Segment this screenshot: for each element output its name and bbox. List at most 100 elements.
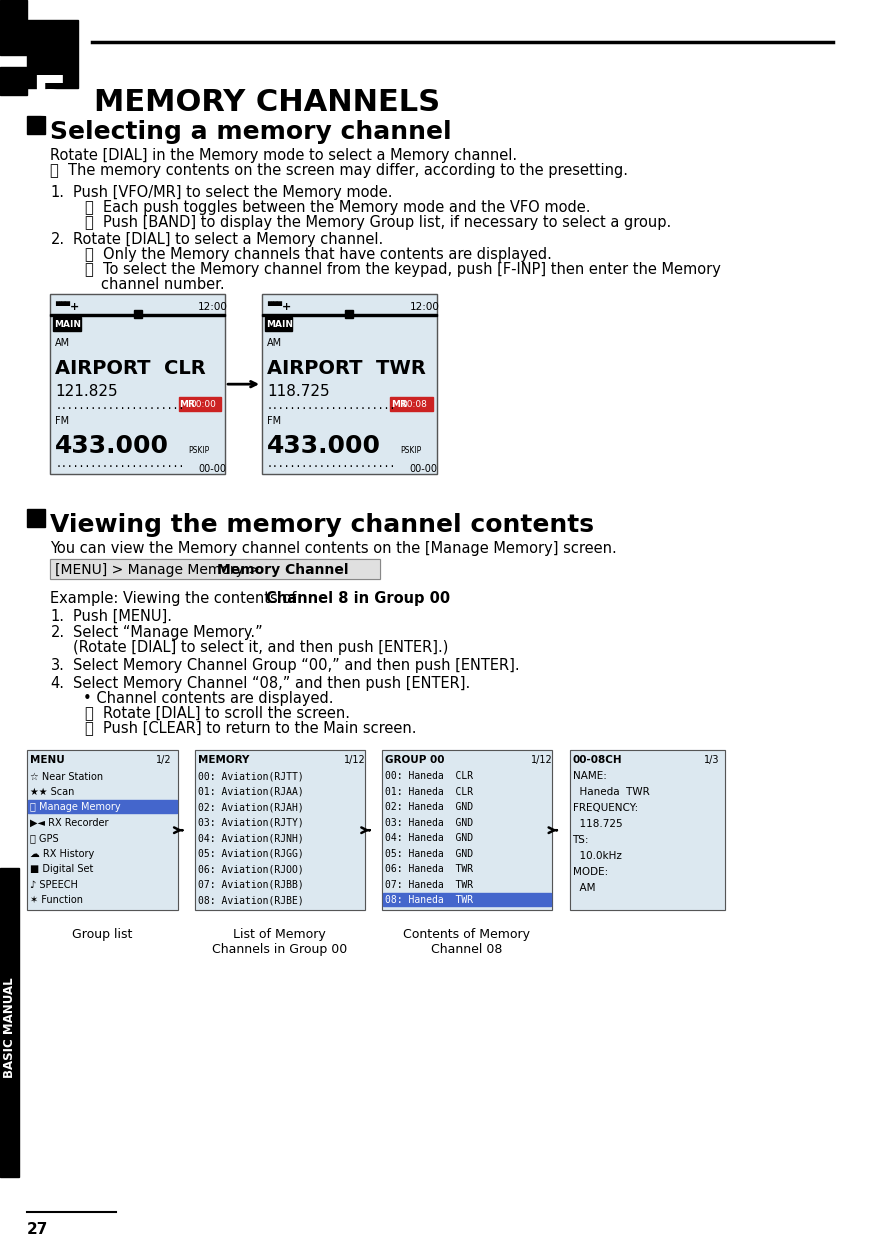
Text: (Rotate [DIAL] to select it, and then push [ENTER].): (Rotate [DIAL] to select it, and then pu… (73, 639, 448, 654)
Bar (570, 751, 724, 910)
Text: 1/2: 1/2 (157, 756, 172, 766)
Text: ⌖ Manage Memory: ⌖ Manage Memory (30, 802, 121, 813)
Text: 00: Aviation(RJTT): 00: Aviation(RJTT) (198, 772, 304, 782)
Text: ⓘ  Rotate [DIAL] to scroll the screen.: ⓘ Rotate [DIAL] to scroll the screen. (86, 705, 350, 721)
Text: You can view the Memory channel contents on the [Manage Memory] screen.: You can view the Memory channel contents… (51, 541, 617, 556)
Text: BASIC MANUAL: BASIC MANUAL (4, 978, 17, 1078)
Bar (262, 294, 437, 474)
Text: MENU: MENU (30, 756, 65, 766)
Text: Select Memory Channel Group “00,” and then push [ENTER].: Select Memory Channel Group “00,” and th… (73, 658, 520, 673)
Text: 00-08CH: 00-08CH (572, 756, 622, 766)
Text: FM: FM (55, 416, 69, 426)
Text: 121.825: 121.825 (55, 385, 118, 400)
Text: Rotate [DIAL] in the Memory mode to select a Memory channel.: Rotate [DIAL] in the Memory mode to sele… (51, 148, 518, 163)
Text: 10.0kHz: 10.0kHz (572, 851, 621, 861)
Text: 118.725: 118.725 (572, 819, 622, 829)
Text: ★★ Scan: ★★ Scan (30, 787, 74, 797)
Text: 08: Haneda  TWR: 08: Haneda TWR (385, 895, 473, 905)
Text: ......................: ...................... (267, 401, 396, 411)
Text: Group list: Group list (72, 928, 132, 941)
Text: 00: Haneda  CLR: 00: Haneda CLR (385, 772, 473, 782)
Text: 04: Haneda  GND: 04: Haneda GND (385, 833, 473, 843)
Bar (51, 294, 225, 474)
Text: ♪ SPEECH: ♪ SPEECH (30, 880, 78, 890)
Text: +: + (282, 303, 290, 313)
Text: Memory Channel: Memory Channel (217, 562, 349, 577)
Text: 00-00: 00-00 (410, 464, 438, 474)
Text: Contents of Memory
Channel 08: Contents of Memory Channel 08 (403, 928, 530, 956)
Text: 08: Aviation(RJBE): 08: Aviation(RJBE) (198, 895, 304, 905)
Text: PSKIP: PSKIP (400, 446, 421, 455)
Text: ⓘ  Push [BAND] to display the Memory Group list, if necessary to select a group.: ⓘ Push [BAND] to display the Memory Grou… (86, 215, 672, 230)
Text: Channel 8 in Group 00: Channel 8 in Group 00 (266, 591, 450, 606)
Text: MR: MR (179, 400, 195, 410)
Text: ⓘ  Each push toggles between the Memory mode and the VFO mode.: ⓘ Each push toggles between the Memory m… (86, 200, 591, 215)
Text: 2.: 2. (51, 232, 65, 247)
Text: 118.725: 118.725 (267, 385, 330, 400)
Text: 2.: 2. (51, 624, 65, 639)
Text: 05: Haneda  GND: 05: Haneda GND (385, 849, 473, 859)
Text: Haneda  TWR: Haneda TWR (572, 787, 649, 797)
Text: 01: Haneda  CLR: 01: Haneda CLR (385, 787, 473, 797)
Text: 07: Haneda  TWR: 07: Haneda TWR (385, 880, 473, 890)
Text: .: . (406, 591, 410, 606)
Text: 02: Haneda  GND: 02: Haneda GND (385, 802, 473, 813)
Text: MEMORY: MEMORY (198, 756, 249, 766)
Text: AIRPORT  TWR: AIRPORT TWR (267, 359, 426, 379)
Text: 02: Aviation(RJAH): 02: Aviation(RJAH) (198, 802, 304, 813)
Bar (51, 314, 225, 316)
Bar (53, 318, 80, 331)
Text: 27: 27 (27, 1222, 48, 1237)
Text: MEMORY CHANNELS: MEMORY CHANNELS (94, 88, 440, 117)
Text: 03: Aviation(RJTY): 03: Aviation(RJTY) (198, 818, 304, 828)
Bar (51, 558, 381, 578)
Bar (178, 397, 221, 411)
Text: ☆ Near Station: ☆ Near Station (30, 772, 103, 782)
Bar (346, 310, 354, 318)
Text: ▶◄ RX Recorder: ▶◄ RX Recorder (30, 818, 108, 828)
Text: List of Memory
Channels in Group 00: List of Memory Channels in Group 00 (212, 928, 347, 956)
Text: 12:00: 12:00 (198, 303, 228, 313)
Text: • Channel contents are displayed.: • Channel contents are displayed. (83, 690, 334, 705)
Text: ⭐ GPS: ⭐ GPS (30, 833, 59, 843)
Text: 04: Aviation(RJNH): 04: Aviation(RJNH) (198, 833, 304, 843)
Bar (382, 751, 552, 910)
Text: 03: Haneda  GND: 03: Haneda GND (385, 818, 473, 828)
Bar (0, 67, 27, 94)
Bar (195, 751, 365, 910)
Text: Rotate [DIAL] to select a Memory channel.: Rotate [DIAL] to select a Memory channel… (73, 232, 383, 247)
Bar (570, 751, 724, 910)
Text: Selecting a memory channel: Selecting a memory channel (51, 119, 452, 144)
Text: TS:: TS: (572, 835, 589, 845)
Text: 5: 5 (31, 73, 70, 127)
Text: 01: Aviation(RJAA): 01: Aviation(RJAA) (198, 787, 304, 797)
Text: [MENU] > Manage Memory >: [MENU] > Manage Memory > (55, 562, 264, 577)
Bar (27, 509, 45, 527)
Text: 433.000: 433.000 (55, 434, 169, 458)
Bar (262, 294, 437, 474)
Text: ......................: ...................... (55, 459, 185, 469)
Text: 06: Aviation(RJOO): 06: Aviation(RJOO) (198, 864, 304, 874)
Bar (383, 894, 551, 906)
Bar (262, 314, 437, 316)
Bar (27, 751, 178, 910)
Text: Push [VFO/MR] to select the Memory mode.: Push [VFO/MR] to select the Memory mode. (73, 185, 392, 200)
Text: PSKIP: PSKIP (188, 446, 209, 455)
Text: MR: MR (391, 400, 407, 410)
Text: MAIN: MAIN (266, 320, 293, 329)
Text: ⓘ  Push [CLEAR] to return to the Main screen.: ⓘ Push [CLEAR] to return to the Main scr… (86, 721, 416, 736)
Text: Example: Viewing the contents of: Example: Viewing the contents of (51, 591, 302, 606)
Bar (134, 310, 142, 318)
Text: FM: FM (267, 416, 281, 426)
Text: 00-00: 00-00 (198, 464, 226, 474)
Text: ⓘ  Only the Memory channels that have contents are displayed.: ⓘ Only the Memory channels that have con… (86, 247, 552, 262)
Text: AIRPORT  CLR: AIRPORT CLR (55, 359, 206, 379)
Text: AM: AM (267, 339, 282, 349)
Text: ■ Digital Set: ■ Digital Set (30, 864, 94, 874)
Bar (27, 20, 78, 88)
Text: 1.: 1. (51, 608, 65, 624)
Text: ⓘ  The memory contents on the screen may differ, according to the presetting.: ⓘ The memory contents on the screen may … (51, 163, 628, 177)
Text: ☁ RX History: ☁ RX History (30, 849, 94, 859)
Text: Select Memory Channel “08,” and then push [ENTER].: Select Memory Channel “08,” and then pus… (73, 675, 470, 690)
Text: 12:00: 12:00 (410, 303, 439, 313)
